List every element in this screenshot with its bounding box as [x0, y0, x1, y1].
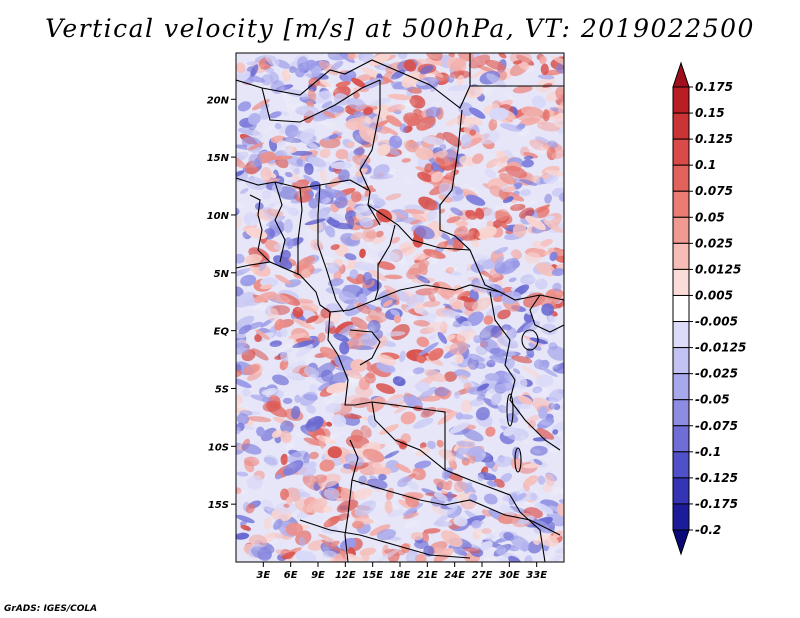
colorbar-label: -0.005 — [695, 315, 738, 329]
colorbar-segment — [672, 373, 690, 401]
colorbar-segment — [672, 347, 690, 375]
colorbar-label: -0.125 — [695, 471, 738, 485]
border-line — [519, 511, 546, 562]
x-tick-label: 30E — [499, 570, 520, 581]
colorbar-segment — [672, 425, 690, 453]
colorbar-segment — [672, 451, 690, 479]
x-tick-label: 6E — [284, 570, 298, 581]
chart-title: Vertical velocity [m/s] at 500hPa, VT: 2… — [45, 14, 755, 43]
y-tick-label: 20N — [207, 95, 230, 106]
colorbar-segment — [672, 503, 690, 531]
colorbar-label: 0.175 — [695, 80, 733, 94]
border-line — [344, 439, 359, 562]
border-line — [367, 204, 471, 251]
colorbar-label: 0.025 — [695, 236, 733, 250]
border-line — [329, 284, 564, 313]
colorbar-segment — [672, 321, 690, 349]
colorbar-label: 0.125 — [695, 132, 733, 146]
colorbar-label: 0.005 — [695, 288, 733, 302]
y-tick-label: EQ — [214, 327, 230, 338]
colorbar-segment — [672, 529, 690, 556]
colorbar-label: 0.1 — [695, 158, 716, 172]
x-tick-label: 27E — [472, 570, 493, 581]
colorbar-label: -0.0125 — [695, 341, 746, 355]
colorbar-label: -0.2 — [695, 523, 721, 537]
colorbar: 0.175 0.15 0.125 0.1 0.075 0.05 0.025 0.0125 0.0… — [672, 61, 746, 556]
border-line — [261, 79, 381, 123]
y-tick-label: 5N — [214, 269, 230, 280]
x-tick-label: 9E — [311, 570, 325, 581]
y-tick-label: 15S — [208, 500, 229, 511]
colorbar-segment — [672, 268, 690, 296]
colorbar-segment — [672, 61, 690, 88]
colorbar-label: -0.05 — [695, 393, 730, 407]
lake-outline — [506, 393, 514, 427]
colorbar-segment — [672, 242, 690, 270]
colorbar-label: 0.0125 — [695, 262, 741, 276]
colorbar-label: -0.1 — [695, 445, 721, 459]
country-borders — [236, 53, 564, 562]
border-line — [349, 329, 381, 366]
border-line — [236, 53, 471, 109]
border-line — [351, 479, 561, 536]
border-line — [274, 181, 286, 263]
grads-credit: GrADS: IGES/COLA — [4, 604, 98, 614]
border-line — [439, 109, 501, 293]
colorbar-segment — [672, 138, 690, 166]
border-line — [327, 311, 446, 470]
axis-ticks: 3E 6E 9E 12E 15E 18E 21E 24E 27E 30E 33E 20N 15N 10N 5… — [207, 95, 548, 581]
border-line — [236, 261, 331, 313]
border-line — [249, 194, 271, 263]
field-texture — [236, 53, 564, 562]
colorbar-segment — [672, 477, 690, 505]
colorbar-label: -0.175 — [695, 497, 738, 511]
border-line — [299, 519, 471, 559]
y-tick-label: 15N — [207, 153, 230, 164]
border-line — [489, 291, 561, 451]
colorbar-label: 0.075 — [695, 184, 733, 198]
lake-outline — [521, 329, 539, 351]
colorbar-label: 0.05 — [695, 210, 725, 224]
x-tick-label: 21E — [417, 570, 438, 581]
colorbar-segment — [672, 399, 690, 427]
colorbar-label: -0.075 — [695, 419, 738, 433]
colorbar-label: -0.025 — [695, 367, 738, 381]
colorbar-segment — [672, 216, 690, 244]
colorbar-label: 0.15 — [695, 106, 725, 120]
y-tick-label: 10N — [207, 211, 230, 222]
y-tick-label: 5S — [215, 384, 229, 395]
x-tick-label: 33E — [526, 570, 547, 581]
lake-outline — [514, 447, 522, 473]
border-line — [297, 187, 303, 275]
map-area — [236, 53, 564, 562]
border-line — [371, 401, 521, 513]
colorbar-segment — [672, 294, 690, 323]
x-tick-label: 15E — [362, 570, 383, 581]
x-tick-label: 18E — [390, 570, 411, 581]
x-tick-label: 12E — [335, 570, 356, 581]
colorbar-segment — [672, 190, 690, 218]
colorbar-segment — [672, 112, 690, 140]
colorbar-segment — [672, 164, 690, 192]
border-line — [317, 184, 345, 313]
colorbar-segment — [672, 86, 690, 114]
x-tick-label: 24E — [444, 570, 465, 581]
border-line — [529, 294, 564, 333]
border-line — [374, 224, 396, 301]
y-tick-label: 10S — [208, 442, 229, 453]
x-tick-label: 3E — [256, 570, 270, 581]
